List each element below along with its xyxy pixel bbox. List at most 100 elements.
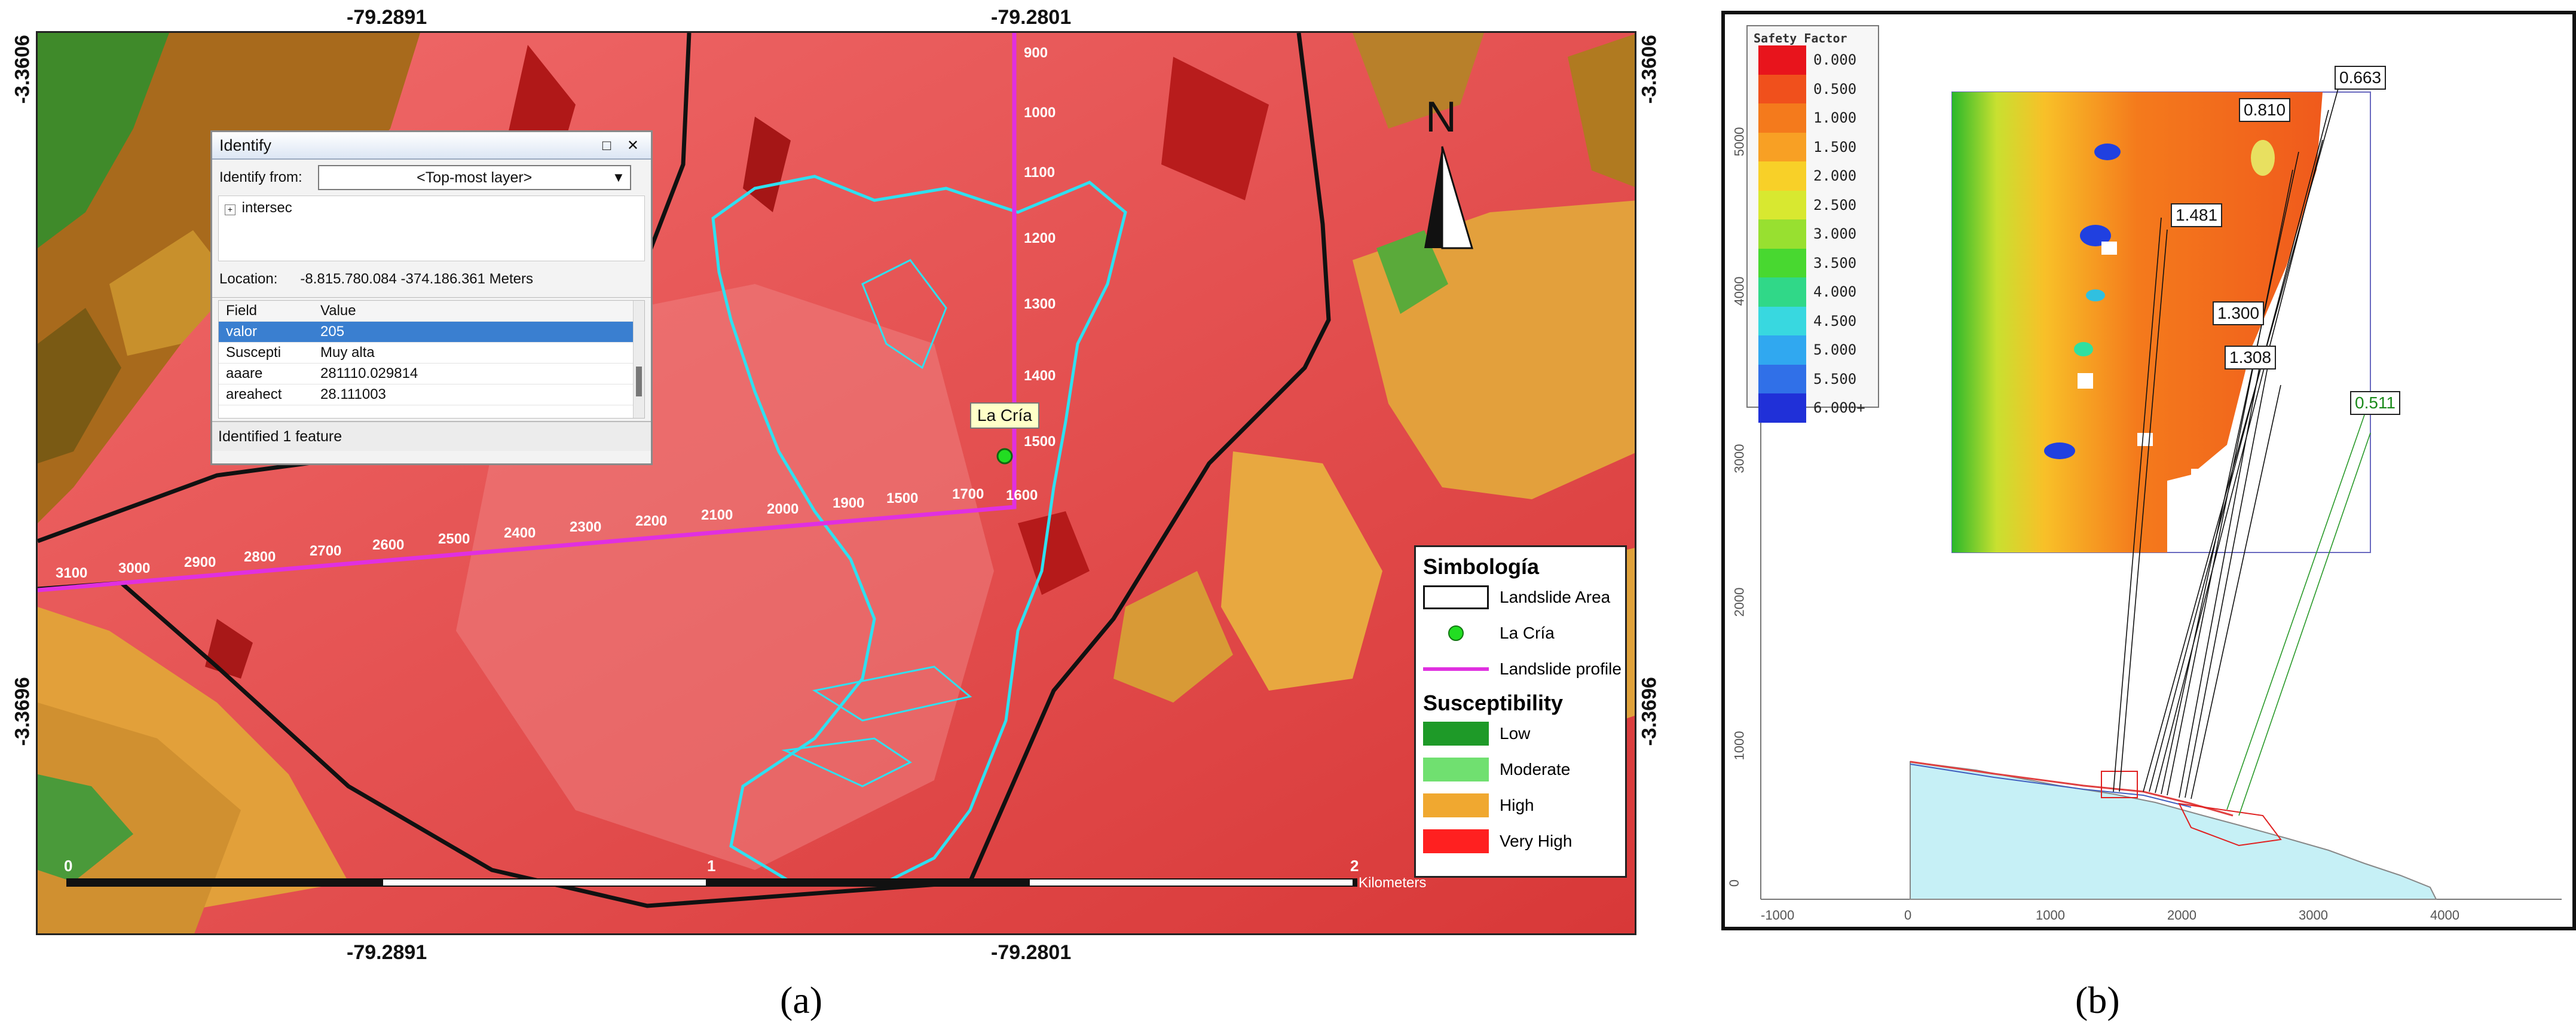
factor-label: 0.663 (2335, 66, 2387, 90)
location-label: Location: (219, 271, 278, 287)
scale-label-1: 1 (707, 857, 716, 875)
chevron-down-icon[interactable]: ▼ (611, 170, 625, 185)
sf-swatch (1758, 277, 1806, 307)
sf-swatch (1758, 45, 1806, 75)
col-field: Field (226, 303, 258, 319)
factor-label: 0.511 (2350, 391, 2400, 415)
x-tick: 4000 (2430, 908, 2459, 923)
legend-item: La Cría (1416, 615, 1625, 651)
tick-label: 1600 (1006, 487, 1038, 503)
field-cell: valor (226, 323, 258, 340)
identify-tree[interactable]: + intersec (218, 196, 645, 261)
field-cell: aaare (226, 365, 263, 381)
sf-swatch (1758, 335, 1806, 365)
landslide-area-swatch (1423, 585, 1489, 609)
factor-label: 0.810 (2239, 98, 2291, 122)
legend-subtitle: Susceptibility (1423, 691, 1564, 715)
coord-right-top: -3.3606 (1638, 35, 1661, 104)
slope-model (1760, 32, 2562, 900)
legend-label: Very High (1500, 832, 1572, 850)
field-cell: areahect (226, 386, 282, 402)
legend-label: Landslide profile (1500, 660, 1622, 678)
high-swatch (1423, 793, 1489, 817)
factor-label: 1.308 (2225, 346, 2277, 370)
la-cria-point (996, 448, 1013, 465)
sf-swatch (1758, 190, 1806, 219)
sf-swatch (1758, 364, 1806, 393)
scale-label-2: 2 (1350, 857, 1359, 875)
factor-label: 1.300 (2213, 301, 2265, 325)
sf-value: 2.500 (1813, 196, 1857, 213)
tick-label: 1300 (1024, 296, 1056, 312)
y-tick: 5000 (1731, 127, 1747, 157)
sf-value: 4.000 (1813, 283, 1857, 301)
y-tick: 0 (1727, 879, 1742, 887)
identify-titlebar[interactable]: Identify □ ✕ (212, 132, 651, 160)
legend-class: High (1416, 787, 1625, 823)
tick-label: 3000 (118, 560, 151, 576)
expand-icon[interactable]: + (225, 204, 235, 215)
field-cell: Suscepti (226, 344, 282, 361)
low-swatch (1423, 722, 1489, 746)
legend-class: Moderate (1416, 752, 1625, 787)
tick-label: 1400 (1024, 368, 1056, 384)
sf-value: 5.000 (1813, 341, 1857, 359)
legend-label: High (1500, 796, 1534, 814)
tick-label: 2800 (244, 549, 276, 565)
tick-label: 2300 (570, 519, 602, 535)
table-row[interactable]: aaare 281110.029814 (219, 364, 644, 384)
x-tick: 3000 (2299, 908, 2328, 923)
identify-from-dropdown[interactable]: <Top-most layer> ▼ (317, 165, 631, 190)
sf-swatch (1758, 132, 1806, 161)
north-label: N (1425, 93, 1457, 141)
value-cell: 28.111003 (320, 386, 386, 402)
identify-from-label: Identify from: (219, 169, 302, 185)
profile-ticks-horizontal: 3100 3000 2900 2800 2700 2600 2500 2400 … (50, 33, 1066, 631)
y-tick: 3000 (1731, 444, 1747, 474)
coord-top-left: -79.2891 (347, 6, 427, 29)
location-value: -8.815.780.084 -374.186.361 Meters (300, 271, 534, 287)
attribute-grid[interactable]: Field Value valor 205 Suscepti Muy alta … (218, 300, 645, 419)
sf-swatch (1758, 306, 1806, 335)
moderate-swatch (1423, 758, 1489, 781)
la-cria-swatch (1423, 621, 1489, 645)
identify-window[interactable]: Identify □ ✕ Identify from: <Top-most la… (210, 130, 653, 465)
legend-label: Landslide Area (1500, 588, 1611, 606)
value-cell: 281110.029814 (320, 365, 418, 381)
legend-class: Low (1416, 716, 1625, 752)
tick-label: 1700 (952, 486, 984, 502)
y-tick: 1000 (1731, 731, 1747, 761)
legend-label: Moderate (1500, 760, 1571, 778)
tick-label: 2900 (184, 554, 216, 570)
window-controls-icon[interactable]: □ ✕ (602, 137, 645, 154)
grid-scrollbar[interactable] (633, 301, 644, 418)
sf-value: 3.000 (1813, 225, 1857, 243)
landslide-polygon (711, 175, 1127, 884)
table-row[interactable]: areahect 28.111003 (219, 384, 644, 405)
tick-label: 2500 (438, 531, 470, 547)
tick-label: 2000 (767, 501, 799, 517)
tick-label: 2600 (372, 537, 405, 553)
sf-value: 1.000 (1813, 109, 1857, 127)
tree-item-intersec[interactable]: intersec (241, 200, 292, 216)
sf-value: 1.500 (1813, 138, 1857, 155)
tick-label: 1200 (1024, 230, 1056, 246)
table-row[interactable]: valor 205 (219, 322, 644, 343)
sf-swatch (1758, 248, 1806, 277)
sf-value: 3.500 (1813, 254, 1857, 271)
landslide-profile-line (38, 33, 1017, 593)
la-cria-label: La Cría (970, 402, 1039, 429)
sf-swatch (1758, 393, 1806, 423)
table-row[interactable]: Suscepti Muy alta (219, 343, 644, 364)
sf-value: 5.500 (1813, 370, 1857, 387)
tick-label: 2400 (504, 525, 536, 541)
y-tick: 2000 (1731, 587, 1747, 617)
sf-value: 6.000+ (1813, 399, 1865, 417)
legend-label: Low (1500, 724, 1531, 743)
tick-label: 2100 (701, 507, 733, 523)
value-cell: Muy alta (320, 344, 375, 361)
sf-value: 2.000 (1813, 167, 1857, 185)
x-tick: 2000 (2167, 908, 2196, 923)
identify-title: Identify (219, 136, 272, 154)
legend-item: Landslide profile (1416, 651, 1625, 687)
